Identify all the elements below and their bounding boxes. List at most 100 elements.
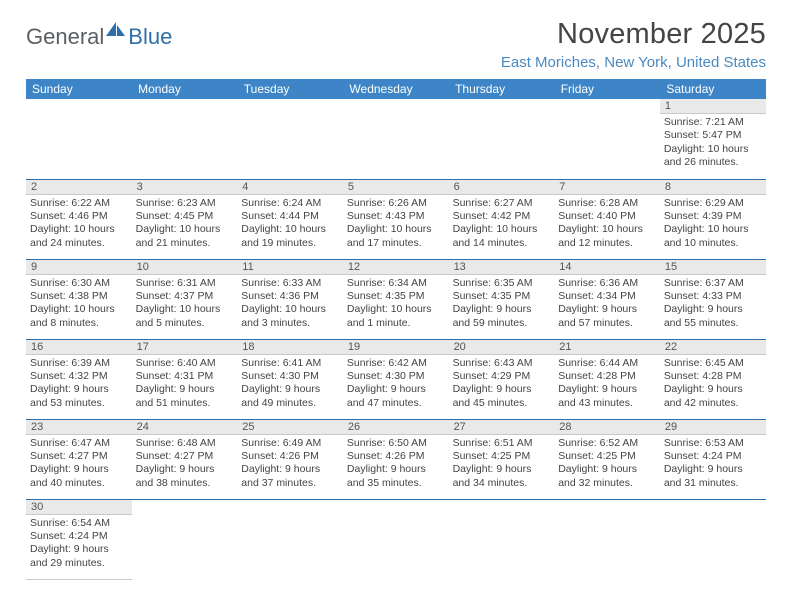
sail-icon — [105, 21, 127, 37]
day-sunset: Sunset: 4:24 PM — [664, 450, 762, 463]
calendar-week: 16Sunrise: 6:39 AMSunset: 4:32 PMDayligh… — [26, 339, 766, 419]
day-sunrise: Sunrise: 6:41 AM — [241, 357, 339, 370]
day-daylight2: and 49 minutes. — [241, 397, 339, 410]
calendar-day: 20Sunrise: 6:43 AMSunset: 4:29 PMDayligh… — [449, 339, 555, 419]
calendar-day: 10Sunrise: 6:31 AMSunset: 4:37 PMDayligh… — [132, 259, 238, 339]
day-sunrise: Sunrise: 6:28 AM — [558, 197, 656, 210]
day-sunrise: Sunrise: 6:23 AM — [136, 197, 234, 210]
day-sunrise: Sunrise: 6:50 AM — [347, 437, 445, 450]
day-detail: Sunrise: 6:37 AMSunset: 4:33 PMDaylight:… — [660, 275, 766, 334]
calendar-day — [237, 499, 343, 579]
day-sunrise: Sunrise: 6:24 AM — [241, 197, 339, 210]
day-daylight1: Daylight: 9 hours — [136, 463, 234, 476]
header: General Blue November 2025 East Moriches… — [26, 18, 766, 71]
day-number: 25 — [237, 420, 343, 435]
day-daylight2: and 34 minutes. — [453, 477, 551, 490]
day-daylight1: Daylight: 9 hours — [347, 463, 445, 476]
day-number: 23 — [26, 420, 132, 435]
day-detail: Sunrise: 6:28 AMSunset: 4:40 PMDaylight:… — [554, 195, 660, 254]
calendar-day: 6Sunrise: 6:27 AMSunset: 4:42 PMDaylight… — [449, 179, 555, 259]
day-daylight2: and 17 minutes. — [347, 237, 445, 250]
day-number: 2 — [26, 180, 132, 195]
day-daylight1: Daylight: 9 hours — [558, 463, 656, 476]
day-sunset: Sunset: 4:26 PM — [347, 450, 445, 463]
day-detail: Sunrise: 6:54 AMSunset: 4:24 PMDaylight:… — [26, 515, 132, 574]
day-daylight1: Daylight: 10 hours — [30, 303, 128, 316]
day-sunrise: Sunrise: 6:47 AM — [30, 437, 128, 450]
day-sunset: Sunset: 4:39 PM — [664, 210, 762, 223]
day-number: 24 — [132, 420, 238, 435]
calendar-week: 23Sunrise: 6:47 AMSunset: 4:27 PMDayligh… — [26, 419, 766, 499]
day-sunrise: Sunrise: 6:37 AM — [664, 277, 762, 290]
calendar-week: 2Sunrise: 6:22 AMSunset: 4:46 PMDaylight… — [26, 179, 766, 259]
day-detail: Sunrise: 6:47 AMSunset: 4:27 PMDaylight:… — [26, 435, 132, 494]
day-daylight2: and 14 minutes. — [453, 237, 551, 250]
calendar-day — [26, 99, 132, 179]
day-daylight1: Daylight: 9 hours — [453, 463, 551, 476]
day-sunrise: Sunrise: 6:44 AM — [558, 357, 656, 370]
day-sunset: Sunset: 4:32 PM — [30, 370, 128, 383]
day-number: 28 — [554, 420, 660, 435]
day-number: 17 — [132, 340, 238, 355]
day-number: 29 — [660, 420, 766, 435]
day-sunrise: Sunrise: 6:53 AM — [664, 437, 762, 450]
day-sunrise: Sunrise: 6:51 AM — [453, 437, 551, 450]
day-sunrise: Sunrise: 6:43 AM — [453, 357, 551, 370]
day-sunset: Sunset: 4:35 PM — [347, 290, 445, 303]
day-detail: Sunrise: 6:31 AMSunset: 4:37 PMDaylight:… — [132, 275, 238, 334]
day-daylight2: and 45 minutes. — [453, 397, 551, 410]
day-detail: Sunrise: 6:53 AMSunset: 4:24 PMDaylight:… — [660, 435, 766, 494]
day-sunset: Sunset: 4:29 PM — [453, 370, 551, 383]
day-sunrise: Sunrise: 6:31 AM — [136, 277, 234, 290]
calendar-day — [237, 99, 343, 179]
day-daylight1: Daylight: 9 hours — [241, 383, 339, 396]
day-sunset: Sunset: 4:34 PM — [558, 290, 656, 303]
day-daylight1: Daylight: 9 hours — [30, 463, 128, 476]
day-detail: Sunrise: 6:49 AMSunset: 4:26 PMDaylight:… — [237, 435, 343, 494]
calendar-table: SundayMondayTuesdayWednesdayThursdayFrid… — [26, 79, 766, 580]
day-daylight2: and 37 minutes. — [241, 477, 339, 490]
day-detail: Sunrise: 6:48 AMSunset: 4:27 PMDaylight:… — [132, 435, 238, 494]
calendar-day: 14Sunrise: 6:36 AMSunset: 4:34 PMDayligh… — [554, 259, 660, 339]
calendar-week: 9Sunrise: 6:30 AMSunset: 4:38 PMDaylight… — [26, 259, 766, 339]
day-number: 9 — [26, 260, 132, 275]
day-daylight1: Daylight: 10 hours — [30, 223, 128, 236]
day-number: 11 — [237, 260, 343, 275]
day-sunset: Sunset: 4:28 PM — [664, 370, 762, 383]
day-detail: Sunrise: 6:44 AMSunset: 4:28 PMDaylight:… — [554, 355, 660, 414]
calendar-day: 13Sunrise: 6:35 AMSunset: 4:35 PMDayligh… — [449, 259, 555, 339]
day-daylight1: Daylight: 9 hours — [30, 543, 128, 556]
day-number: 13 — [449, 260, 555, 275]
day-sunrise: Sunrise: 6:42 AM — [347, 357, 445, 370]
day-daylight2: and 38 minutes. — [136, 477, 234, 490]
calendar-day: 17Sunrise: 6:40 AMSunset: 4:31 PMDayligh… — [132, 339, 238, 419]
day-sunrise: Sunrise: 6:48 AM — [136, 437, 234, 450]
calendar-day: 19Sunrise: 6:42 AMSunset: 4:30 PMDayligh… — [343, 339, 449, 419]
day-daylight1: Daylight: 9 hours — [558, 303, 656, 316]
day-sunset: Sunset: 4:30 PM — [241, 370, 339, 383]
day-daylight1: Daylight: 9 hours — [664, 463, 762, 476]
day-daylight2: and 57 minutes. — [558, 317, 656, 330]
brand-part1: General — [26, 24, 104, 50]
calendar-day: 3Sunrise: 6:23 AMSunset: 4:45 PMDaylight… — [132, 179, 238, 259]
day-sunset: Sunset: 4:27 PM — [136, 450, 234, 463]
calendar-day: 18Sunrise: 6:41 AMSunset: 4:30 PMDayligh… — [237, 339, 343, 419]
calendar-day: 11Sunrise: 6:33 AMSunset: 4:36 PMDayligh… — [237, 259, 343, 339]
day-detail: Sunrise: 6:40 AMSunset: 4:31 PMDaylight:… — [132, 355, 238, 414]
calendar-day: 23Sunrise: 6:47 AMSunset: 4:27 PMDayligh… — [26, 419, 132, 499]
day-daylight1: Daylight: 9 hours — [136, 383, 234, 396]
day-daylight2: and 53 minutes. — [30, 397, 128, 410]
day-daylight2: and 42 minutes. — [664, 397, 762, 410]
day-number: 12 — [343, 260, 449, 275]
day-sunrise: Sunrise: 6:30 AM — [30, 277, 128, 290]
day-number: 4 — [237, 180, 343, 195]
day-daylight2: and 35 minutes. — [347, 477, 445, 490]
calendar-day: 5Sunrise: 6:26 AMSunset: 4:43 PMDaylight… — [343, 179, 449, 259]
day-sunset: Sunset: 4:42 PM — [453, 210, 551, 223]
calendar-day — [449, 99, 555, 179]
day-number: 21 — [554, 340, 660, 355]
calendar-day: 7Sunrise: 6:28 AMSunset: 4:40 PMDaylight… — [554, 179, 660, 259]
day-detail: Sunrise: 6:51 AMSunset: 4:25 PMDaylight:… — [449, 435, 555, 494]
day-daylight1: Daylight: 10 hours — [241, 223, 339, 236]
day-daylight1: Daylight: 9 hours — [30, 383, 128, 396]
